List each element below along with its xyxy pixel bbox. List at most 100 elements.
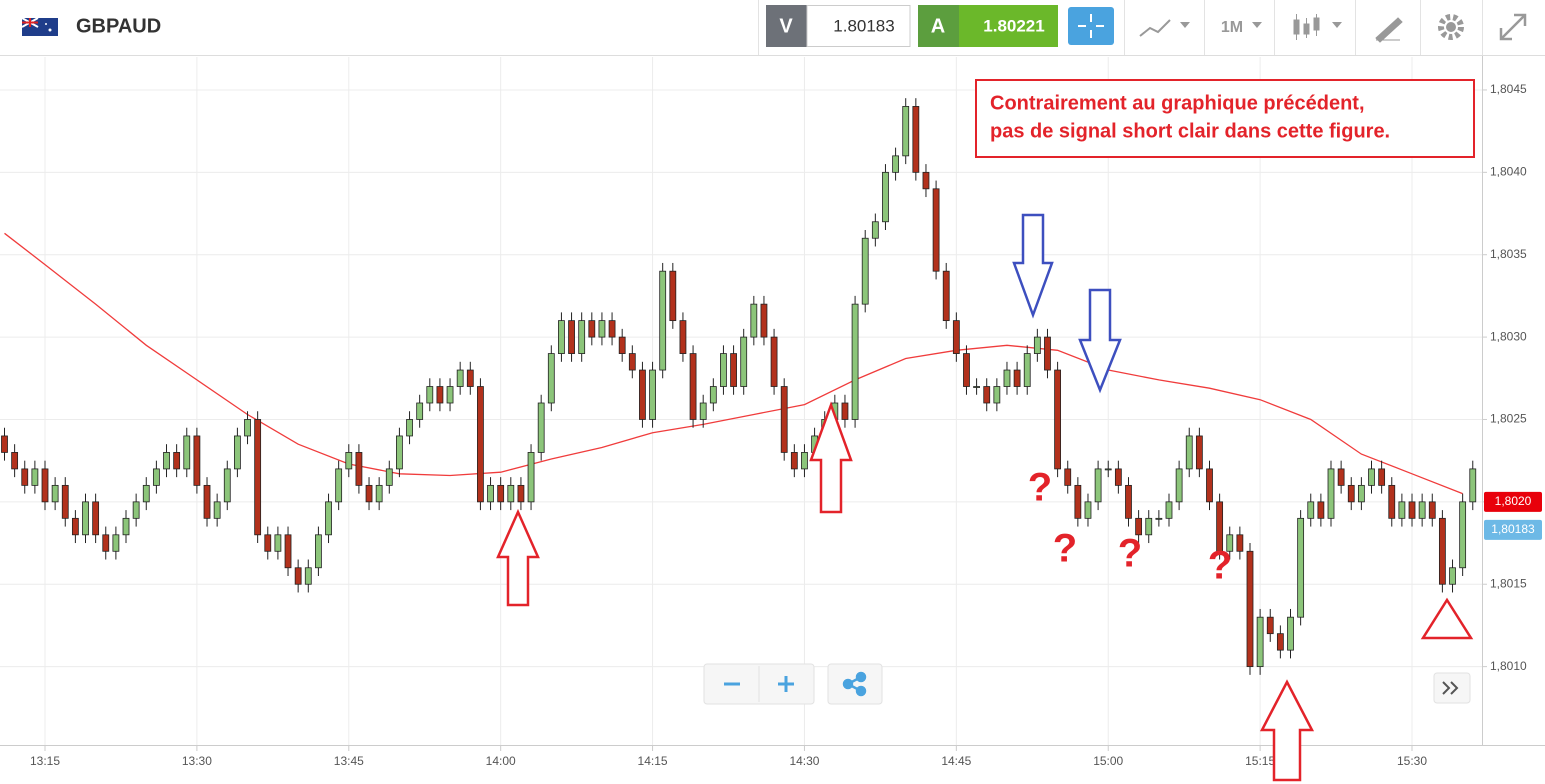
candle-body: [730, 353, 737, 387]
candle-body: [31, 468, 39, 486]
candle-body: [203, 484, 211, 519]
labels: 1,8010 1,8015 1,8020 1,8025 1,8030 1,8035 1,80…: [30, 82, 1542, 768]
candle-body: [669, 270, 677, 322]
x-tick-label: 15:30: [1397, 754, 1427, 768]
sell-label: V: [779, 15, 793, 37]
candle-body: [1, 435, 8, 453]
candle-body: [1084, 501, 1092, 519]
candle-body: [1266, 616, 1274, 635]
timeframe-button[interactable]: 1M: [1221, 19, 1243, 36]
candle-body: [1216, 501, 1224, 552]
candle-body: [274, 534, 282, 552]
settings-button[interactable]: [1438, 14, 1464, 40]
zoom-in-icon: [778, 676, 794, 692]
candle-body: [1114, 468, 1122, 486]
x-tick-label: 13:30: [182, 754, 212, 768]
candle-body: [163, 452, 170, 470]
candle-body: [51, 484, 59, 503]
candle-body: [233, 435, 241, 470]
arrows-down: [1012, 213, 1122, 394]
candle-body: [213, 501, 221, 519]
candle-body: [1347, 484, 1355, 503]
candle-body: [254, 419, 262, 536]
candle-body: [547, 353, 555, 404]
grid: [0, 57, 1487, 751]
candle-body: [973, 386, 980, 388]
candle-body: [1287, 616, 1294, 651]
x-tick-label: 14:00: [486, 754, 516, 768]
candle-body: [61, 484, 69, 519]
candle-body: [416, 402, 424, 420]
buy-label: A: [931, 15, 945, 37]
candle-body: [406, 419, 413, 437]
candle-body: [1459, 501, 1467, 569]
candle-body: [132, 501, 140, 519]
crosshair-button[interactable]: [1068, 7, 1114, 45]
candle-body: [1378, 468, 1386, 486]
candle-body: [1054, 369, 1062, 470]
draw-tool-button[interactable]: [1375, 17, 1403, 43]
x-tick-label: 15:00: [1093, 754, 1123, 768]
candle-body: [1165, 501, 1173, 519]
candle-body: [1023, 353, 1031, 387]
candle-body: [1195, 435, 1203, 470]
candle-body: [618, 336, 626, 354]
candle-body: [1135, 517, 1143, 536]
candle-body: [142, 484, 150, 503]
scroll-end-icon: [1442, 681, 1459, 695]
candle-body: [1033, 336, 1041, 354]
moving-average: [4, 232, 1463, 495]
buy-button[interactable]: [918, 5, 959, 47]
candle-body: [598, 320, 606, 338]
scroll-end-button[interactable]: [1433, 672, 1471, 704]
candle-body: [315, 534, 322, 569]
x-tick-label: 14:15: [638, 754, 668, 768]
candle-body: [871, 221, 879, 239]
candle-body: [1317, 501, 1325, 519]
candle-body: [183, 435, 191, 470]
candle-body: [780, 386, 788, 453]
candle-body: [659, 270, 667, 371]
fullscreen-button[interactable]: [1499, 13, 1527, 41]
candle-body: [1236, 534, 1244, 552]
candle-body: [1003, 369, 1011, 387]
price-label: 1,80183: [1491, 522, 1535, 536]
candle-body: [1357, 484, 1365, 503]
candle-body: [588, 320, 596, 338]
candle-body: [152, 468, 160, 486]
candle-body: [223, 468, 231, 503]
share-button[interactable]: [827, 663, 883, 705]
x-tick-label: 14:30: [789, 754, 819, 768]
y-tick-label: 1,8045: [1490, 82, 1527, 96]
sell-button[interactable]: [766, 5, 807, 47]
candle-body: [1094, 468, 1102, 503]
candle-body: [851, 303, 859, 420]
buy-price-box[interactable]: [959, 5, 1058, 47]
candle-body: [1428, 501, 1436, 519]
candle-body: [487, 484, 494, 503]
y-tick-label: 1,8010: [1490, 659, 1527, 673]
candle-body: [1307, 501, 1315, 519]
candle-body: [517, 484, 525, 503]
chart-type-button[interactable]: [1139, 19, 1190, 37]
y-tick-label: 1,8035: [1490, 247, 1527, 261]
candle-body: [396, 435, 403, 470]
candle-body: [244, 419, 251, 437]
candle-body: [1469, 468, 1477, 503]
candle-body: [639, 369, 646, 420]
y-tick-label: 1,8015: [1490, 576, 1527, 590]
candle-body: [1388, 484, 1396, 519]
candle-style-button[interactable]: [1293, 14, 1342, 40]
candle-body: [112, 534, 120, 552]
sell-price-box[interactable]: [806, 5, 911, 47]
candle-body: [1125, 484, 1132, 519]
candle-body: [1327, 468, 1335, 519]
candle-body: [92, 501, 100, 536]
candle-body: [720, 353, 727, 387]
candle-body: [558, 320, 565, 354]
y-tick-label: 1,8040: [1490, 165, 1527, 179]
crosshair-icon: [1078, 14, 1104, 38]
candle-body: [578, 320, 586, 354]
candle-body: [385, 468, 393, 486]
